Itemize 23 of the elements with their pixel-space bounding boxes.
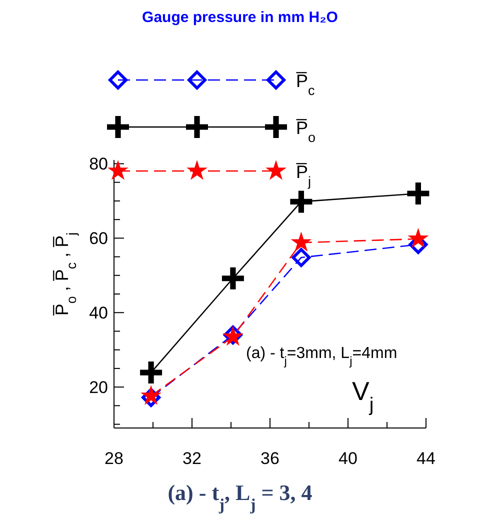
point xyxy=(290,190,312,213)
y-tick-label: 80 xyxy=(89,154,108,174)
point xyxy=(408,228,429,248)
y-tick-label: 20 xyxy=(89,378,108,398)
legend-label: P̅$_{j}$ xyxy=(295,162,312,188)
x-tick-label: 28 xyxy=(104,449,124,468)
x-tick-label: 36 xyxy=(260,449,280,468)
chart-title: Gauge pressure in mm H₂O xyxy=(142,9,338,26)
point xyxy=(140,362,162,384)
x-tick-label: 32 xyxy=(182,449,202,468)
x-axis-title: V$_{j}$ xyxy=(352,376,374,416)
point xyxy=(222,267,244,290)
legend-label: P̅$_{c}$ xyxy=(295,71,316,98)
text: (a) - t$_{j}$, L$_{j}$ = 3, 4 xyxy=(168,480,312,514)
y-tick-label: 60 xyxy=(89,229,108,248)
x-tick-label: 44 xyxy=(416,449,436,468)
x-tick-label: 40 xyxy=(338,449,358,468)
annotation: (a) - t$_{j}$=3mm, L$_{j}$=4mm xyxy=(246,345,398,368)
point xyxy=(292,248,311,268)
point xyxy=(290,232,312,252)
point xyxy=(407,182,430,204)
y-tick-label: 40 xyxy=(89,304,108,323)
legend-label: P̅$_{o}$ xyxy=(295,118,316,144)
